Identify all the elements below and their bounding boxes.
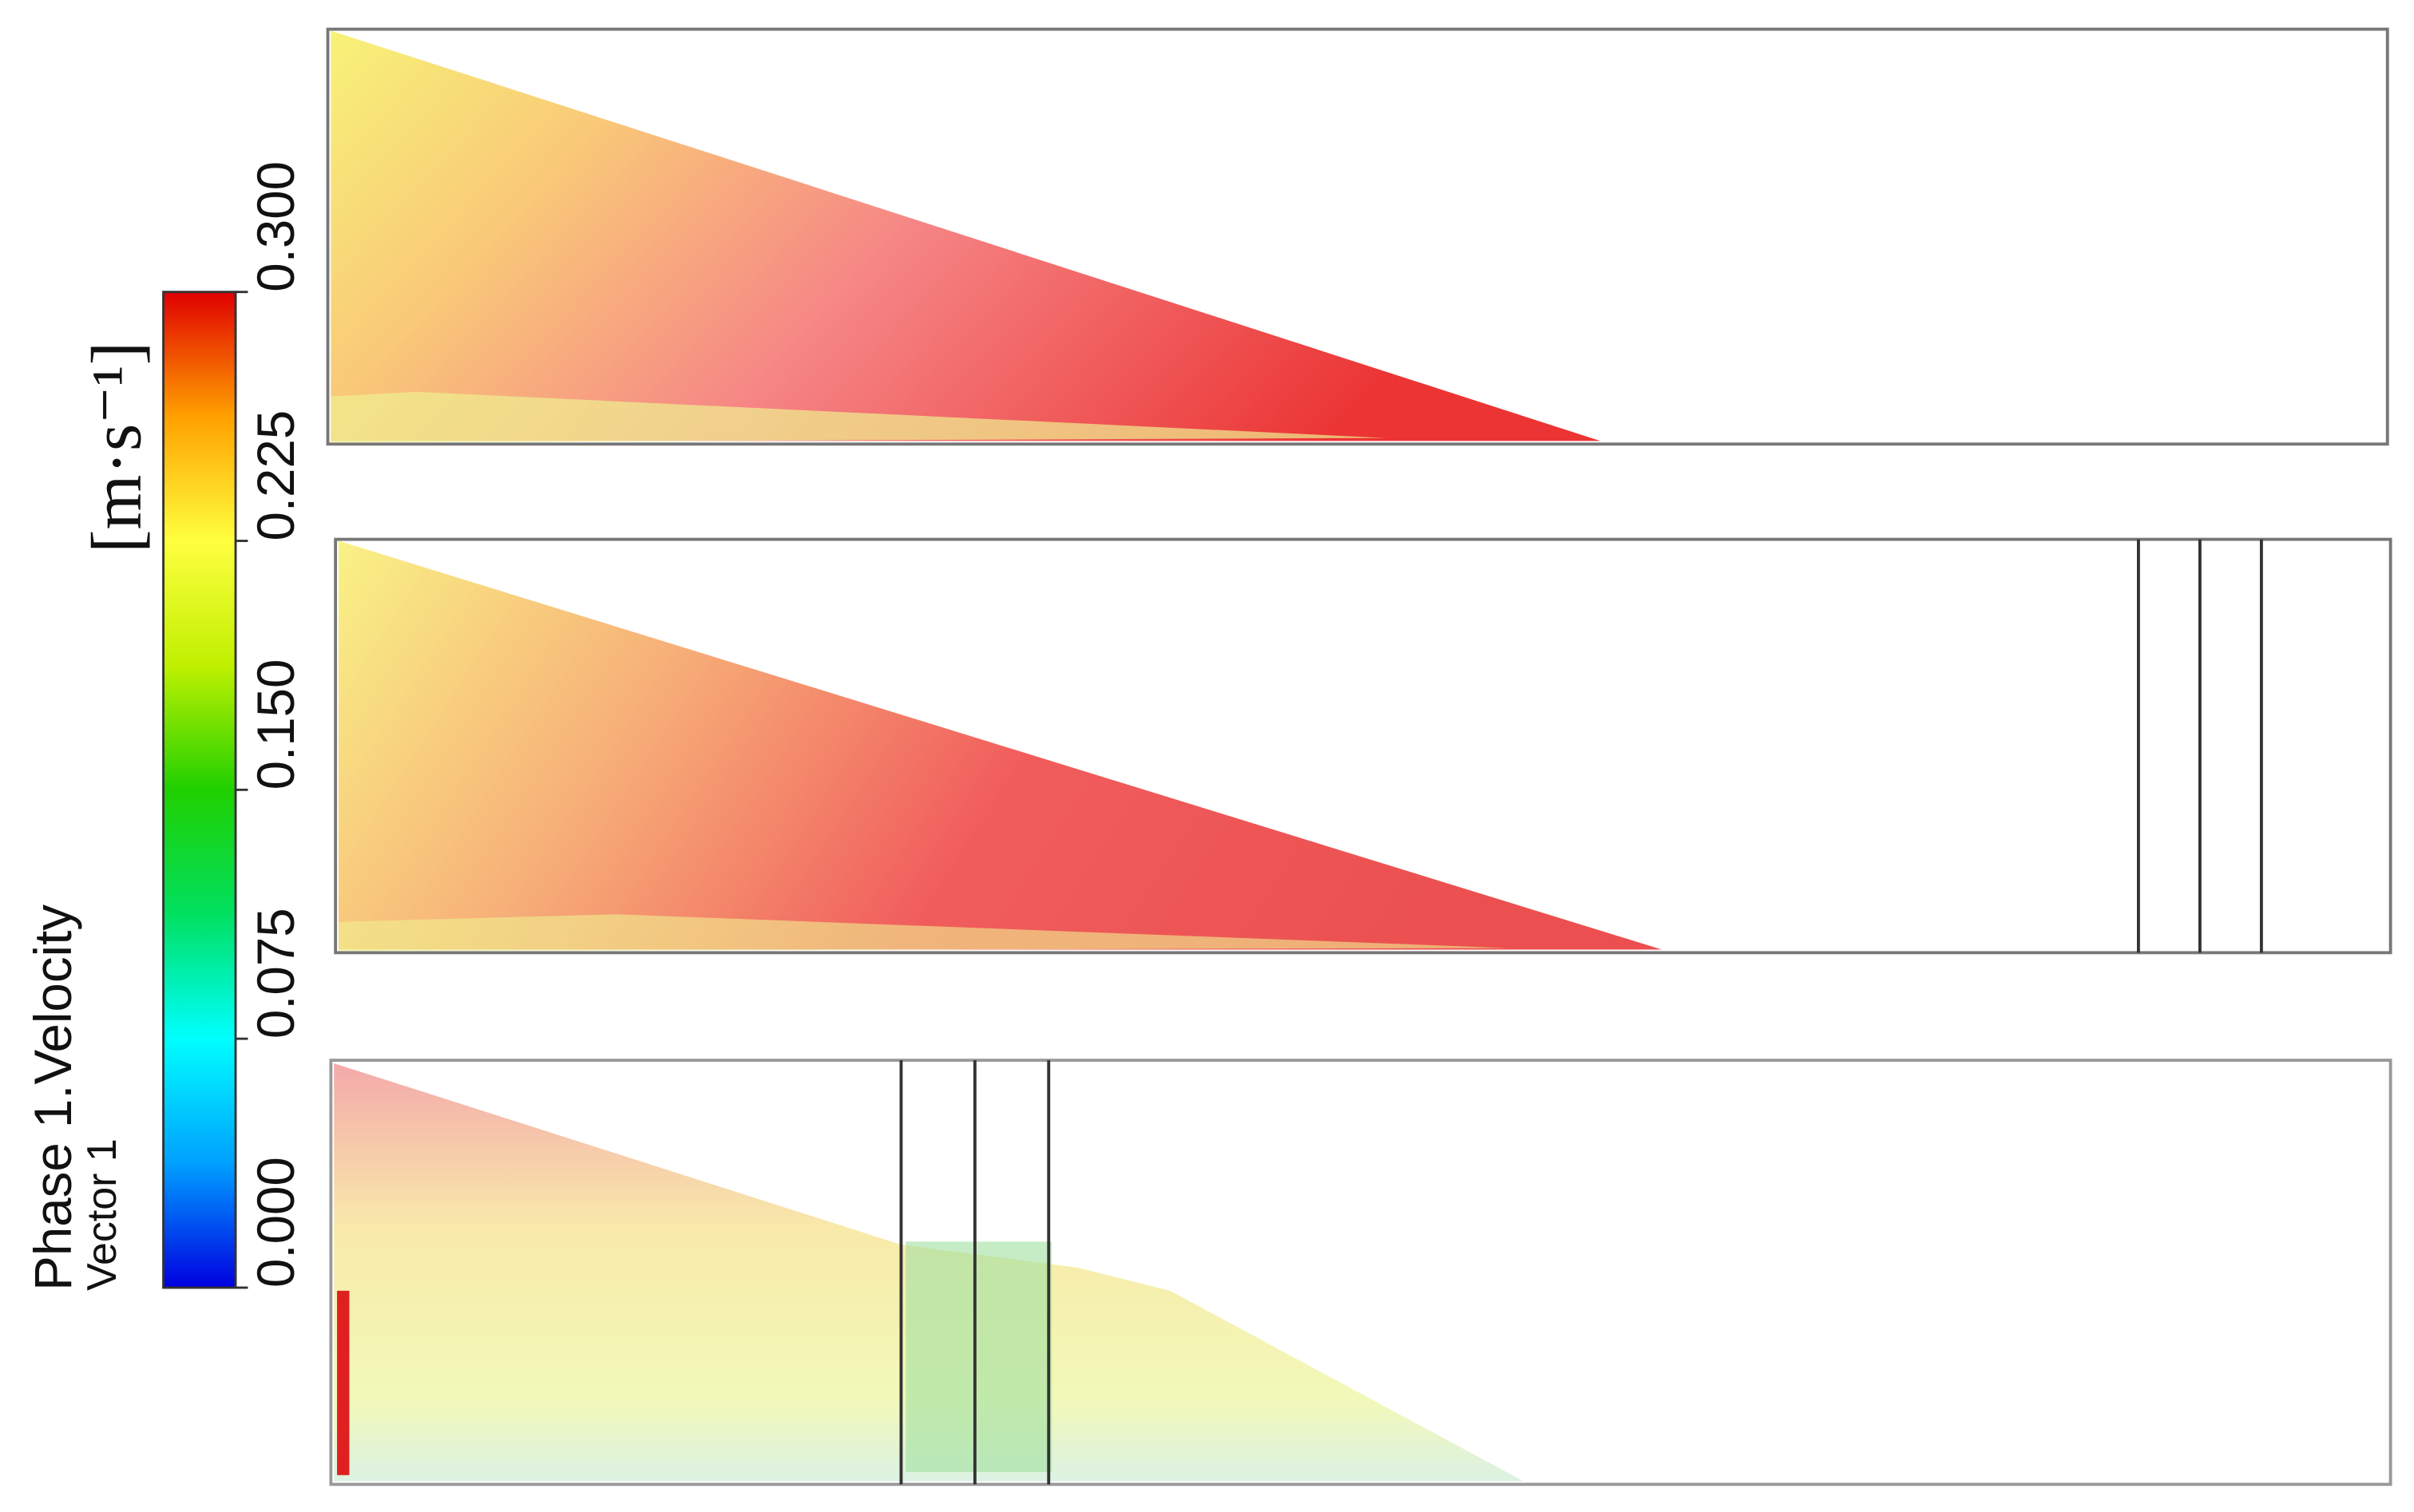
colorbar-tick-label: 0.225 (247, 410, 305, 541)
colorbar (162, 291, 237, 1289)
panel (326, 27, 2389, 446)
colorbar-tick-label: 0.000 (247, 1157, 305, 1288)
panel (334, 537, 2392, 955)
flow-region (906, 1241, 1052, 1472)
panel (329, 1059, 2392, 1486)
flow-region (331, 391, 1385, 443)
colorbar-unit: [m·s⁻¹] (78, 342, 157, 553)
flow-region (338, 540, 1663, 950)
colorbar-tick-label: 0.150 (247, 659, 305, 790)
colorbar-subtitle: Vector 1 (79, 1138, 125, 1291)
panel-frame (334, 537, 2392, 955)
panel-frame (326, 27, 2389, 446)
colorbar-tick-label: 0.300 (247, 161, 305, 292)
flow-region (331, 30, 1601, 441)
flow-region (337, 1290, 350, 1475)
colorbar-title: Phase 1.Velocity (24, 904, 82, 1291)
flow-region (338, 914, 1508, 952)
colorbar-tick-label: 0.075 (247, 908, 305, 1039)
panel-frame (329, 1059, 2392, 1486)
